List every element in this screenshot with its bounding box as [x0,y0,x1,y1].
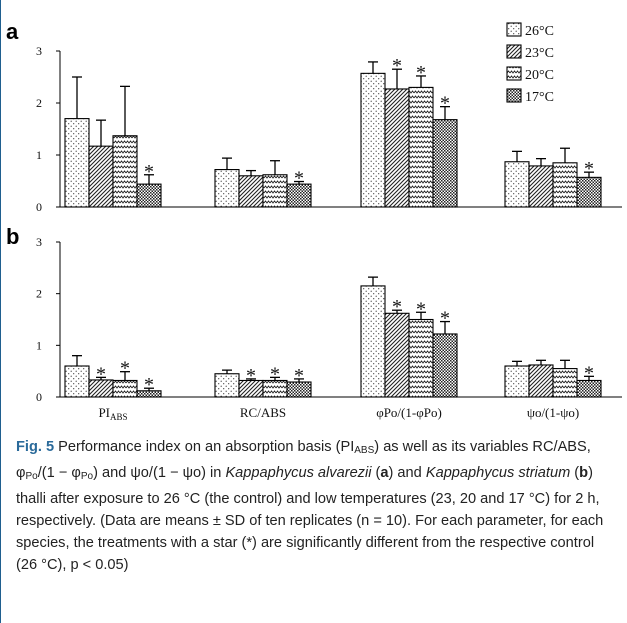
y-tick-label: 0 [36,200,42,214]
significance-star: * [392,296,402,318]
caption-fig-label: Fig. 5 [16,439,55,455]
significance-star: * [416,62,426,84]
x-tick-label-rc: RC/ABS [240,405,286,420]
significance-star: * [440,93,450,115]
legend-swatch [506,22,522,37]
significance-star: * [144,374,154,396]
bar [528,165,554,208]
significance-star: * [120,358,130,380]
y-tick-label: 1 [36,338,42,352]
y-tick-label: 0 [36,390,42,404]
legend-label: 26°C [525,24,554,39]
legend: 26°C 23°C 20°C 17°C [506,22,554,105]
y-tick-label: 1 [36,148,42,162]
significance-star: * [270,363,280,385]
panel-a-plot: 0 1 2 3 * * * * * * [36,44,622,214]
bar [360,72,386,208]
bar [384,88,410,208]
y-tick-label: 2 [36,287,42,301]
caption-species-1: Kappaphycus alvarezii [225,465,372,481]
significance-star: * [584,362,594,384]
legend-label: 20°C [525,68,554,83]
significance-star: * [144,161,154,183]
legend-swatch [506,66,522,81]
y-tick-label: 3 [36,44,42,58]
legend-swatch [506,44,522,59]
legend-label: 23°C [525,46,554,61]
bar [552,162,578,208]
panel-label-b: b [6,224,19,249]
x-tick-label-pi: PIABS [98,405,127,422]
significance-star: * [416,298,426,320]
bar [408,318,434,398]
x-tick-label-phi: φPo/(1-φPo) [376,405,442,420]
panel-label-a: a [6,19,19,44]
figure-caption: Fig. 5 Performance index on an absorptio… [16,439,604,573]
bar [88,145,114,208]
x-tick-label-psi: ψo/(1-ψo) [527,405,579,420]
bar [238,175,264,208]
bar [408,86,434,208]
bar [112,135,138,208]
y-tick-label: 2 [36,96,42,110]
significance-star: * [294,168,304,190]
legend-swatch [506,88,522,103]
bar [528,364,554,398]
significance-star: * [392,55,402,77]
panel-b-plot: 0 1 2 3 * * * * * * * * * * [36,235,622,404]
significance-star: * [96,363,106,385]
legend-label: 17°C [525,90,554,105]
significance-star: * [440,308,450,330]
significance-star: * [584,158,594,180]
significance-star: * [246,365,256,387]
chart-svg: a b 0 1 2 3 * * * * * * 0 1 2 3 * * * * * * * * * * 26°C 23°C 20… [6,19,622,422]
bar [262,174,288,208]
bar [64,118,90,208]
y-tick-label: 3 [36,235,42,249]
significance-star: * [294,365,304,387]
caption-species-2: Kappaphycus striatum [425,465,571,481]
x-tick-labels: PIABS RC/ABS φPo/(1-φPo) ψo/(1-ψo) [98,405,579,422]
